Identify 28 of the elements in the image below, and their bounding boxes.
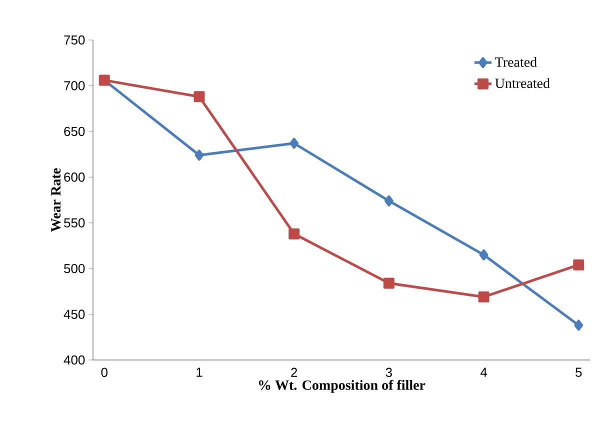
point [384,195,394,206]
y-tick-label: 700 [64,81,85,90]
y-axis-title: Wear Rate [51,168,61,232]
x-tick-label: 2 [291,368,298,377]
point [479,249,488,260]
legend-label: Treated [495,56,537,67]
legend-label: Untreated [495,78,550,88]
x-tick-label: 4 [480,368,488,377]
point [383,278,394,289]
y-tick-label: 400 [64,355,85,365]
y-tick-label: 750 [64,35,85,45]
point [574,320,584,331]
point [290,138,299,149]
y-tick-label: 650 [64,126,85,136]
point [194,150,204,161]
y-tick-label: 450 [64,310,85,319]
x-tick-label: 3 [386,368,392,378]
y-tick-label: 600 [64,172,85,182]
x-tick-label: 5 [576,368,582,377]
point [478,291,490,302]
point [573,259,584,270]
point [194,91,205,102]
x-tick-label: 1 [196,368,202,377]
point [288,228,300,240]
x-axis-title: % Wt. Composition of filler [258,380,426,393]
y-tick-label: 500 [64,264,85,274]
y-tick-label: 550 [64,218,85,228]
x-tick-label: 0 [101,368,108,378]
